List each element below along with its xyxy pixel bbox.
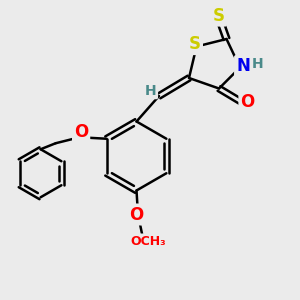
Text: S: S — [189, 35, 201, 53]
Text: O: O — [74, 123, 88, 141]
Text: H: H — [252, 58, 264, 71]
Text: O: O — [240, 93, 255, 111]
Text: N: N — [236, 57, 250, 75]
Text: H: H — [145, 84, 156, 98]
Text: O: O — [129, 206, 144, 224]
Text: OCH₃: OCH₃ — [130, 235, 166, 248]
Text: S: S — [213, 7, 225, 25]
